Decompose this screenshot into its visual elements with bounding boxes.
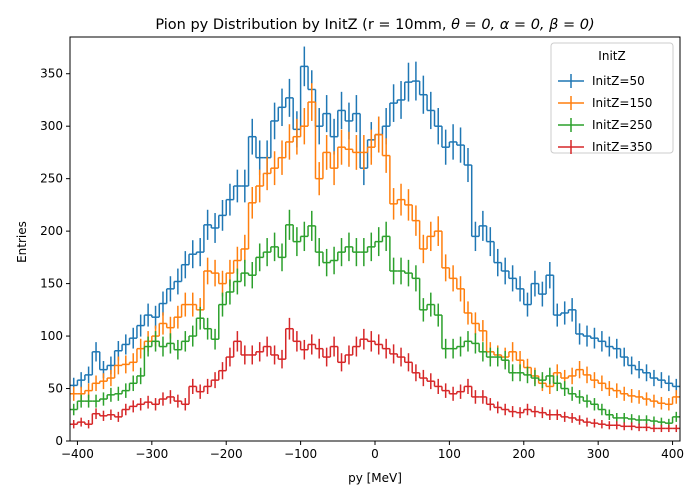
chart-title-prefix: Pion py Distribution by InitZ (r = 10mm,	[155, 17, 451, 33]
y-tick-label: 350	[40, 67, 63, 81]
legend-item-initz-150: InitZ=150	[558, 96, 652, 110]
chart-title: Pion py Distribution by InitZ (r = 10mm,…	[155, 17, 594, 33]
legend: InitZ InitZ=50 InitZ=150 InitZ=250 InitZ=350	[550, 42, 674, 154]
y-axis-title: Entries	[15, 221, 29, 263]
legend-item-initz-50: InitZ=50	[558, 74, 645, 88]
x-tick-label: −200	[210, 447, 243, 461]
y-tick-label: 250	[40, 172, 63, 186]
x-tick-label: −300	[135, 447, 168, 461]
y-tick-label: 0	[55, 434, 63, 448]
y-tick-label: 300	[40, 119, 63, 133]
x-axis-title: py [MeV]	[348, 471, 402, 485]
y-tick-label: 50	[48, 382, 63, 396]
plot-layer	[70, 46, 680, 433]
legend-title: InitZ	[598, 49, 625, 63]
chart-title-beta: β = 0)	[548, 17, 595, 33]
legend-label: InitZ=250	[592, 118, 652, 132]
legend-item-initz-250: InitZ=250	[558, 118, 652, 132]
legend-label: InitZ=50	[592, 74, 645, 88]
series-initz-250	[70, 209, 680, 428]
y-tick-label: 100	[40, 329, 63, 343]
series-initz-350	[70, 317, 680, 433]
chart-title-theta: θ = 0,	[451, 17, 500, 33]
x-tick-label: 400	[661, 447, 684, 461]
y-tick-label: 200	[40, 224, 63, 238]
x-tick-label: −100	[284, 447, 317, 461]
x-tick-label: 0	[371, 447, 379, 461]
legend-item-initz-350: InitZ=350	[558, 140, 652, 154]
legend-label: InitZ=150	[592, 96, 652, 110]
legend-label: InitZ=350	[592, 140, 652, 154]
axes-layer: −400 −300 −200 −100 0 100 200 300 400 0 50 100 150 20…	[40, 36, 684, 461]
x-tick-label: 100	[438, 447, 461, 461]
x-tick-label: 300	[587, 447, 610, 461]
chart-title-alpha: α = 0,	[500, 17, 549, 33]
x-tick-label: −400	[61, 447, 94, 461]
x-tick-label: 200	[512, 447, 535, 461]
y-tick-label: 150	[40, 277, 63, 291]
